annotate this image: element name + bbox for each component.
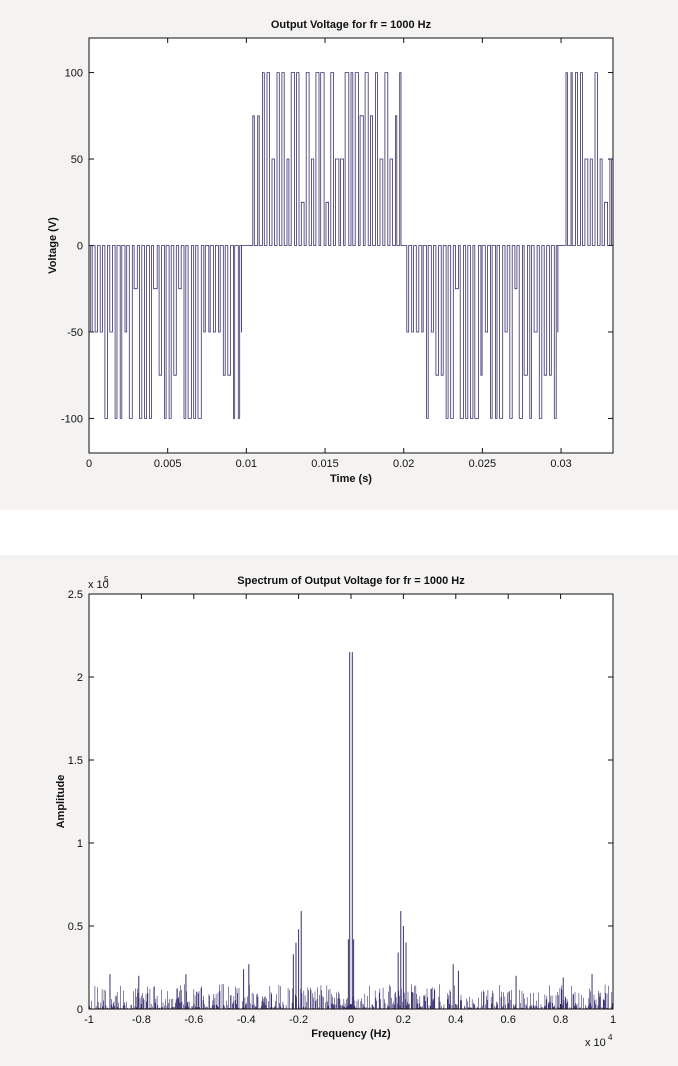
voltage-x-tick-label: 0.005 [154, 458, 182, 470]
spectrum-x-tick-label: 0.8 [553, 1014, 568, 1026]
spectrum-x-multiplier: x 10 [585, 1037, 606, 1049]
spectrum-chart-title: Spectrum of Output Voltage for fr = 1000… [237, 575, 465, 587]
spectrum-y-multiplier-exp: 5 [104, 575, 109, 584]
voltage-x-tick-label: 0.015 [311, 458, 339, 470]
spectrum-y-tick-label: 2 [77, 672, 83, 684]
spectrum-x-axis-label: Frequency (Hz) [311, 1028, 391, 1040]
voltage-x-tick-label: 0 [86, 458, 92, 470]
spectrum-plot-area [89, 594, 613, 1009]
spectrum-x-tick-label: 1 [610, 1014, 616, 1026]
spectrum-y-tick-label: 0 [77, 1004, 83, 1016]
voltage-chart: 0 0.005 0.01 0.015 0.02 0.025 0.03 -100 -50 0 50 10… [47, 19, 614, 485]
spectrum-y-tick-label: 0.5 [68, 921, 83, 933]
spectrum-x-tick-label: -1 [84, 1014, 94, 1026]
spectrum-figure: -1 -0.8 -0.6 -0.4 -0.2 0 0.2 0.4 0.6 0.8 1 0 0.5 1 1.5… [0, 555, 678, 1066]
spectrum-x-tick-label: -0.6 [184, 1014, 203, 1026]
voltage-y-tick-label: -50 [67, 327, 83, 339]
spectrum-x-tick-label: 0 [348, 1014, 354, 1026]
voltage-x-tick-label: 0.01 [236, 458, 257, 470]
voltage-axes-frame [88, 37, 614, 454]
voltage-y-tick-label: 50 [71, 154, 83, 166]
spectrum-x-tick-label: -0.2 [289, 1014, 308, 1026]
voltage-y-axis-label: Voltage (V) [47, 217, 59, 274]
voltage-x-tick-label: 0.025 [469, 458, 497, 470]
spectrum-x-tick-label: -0.4 [237, 1014, 256, 1026]
voltage-x-tick-label: 0.03 [550, 458, 571, 470]
spectrum-y-tick-label: 1 [77, 838, 83, 850]
spectrum-x-multiplier-exp: 4 [608, 1033, 613, 1042]
voltage-x-axis-label: Time (s) [330, 473, 372, 485]
spectrum-y-tick-label: 2.5 [68, 589, 83, 601]
voltage-y-tick-label: 0 [77, 241, 83, 253]
spectrum-x-tick-label: 0.6 [501, 1014, 516, 1026]
voltage-x-tick-label: 0.02 [393, 458, 414, 470]
spectrum-y-tick-label: 1.5 [68, 755, 83, 767]
spectrum-axes-frame [88, 593, 614, 1010]
voltage-y-tick-label: -100 [61, 413, 83, 425]
spectrum-x-tick-label: 0.4 [448, 1014, 463, 1026]
spectrum-chart: -1 -0.8 -0.6 -0.4 -0.2 0 0.2 0.4 0.6 0.8 1 0 0.5 1 1.5… [55, 575, 616, 1049]
voltage-series-line [89, 72, 613, 419]
spectrum-y-multiplier: x 10 [88, 579, 109, 591]
voltage-figure: 0 0.005 0.01 0.015 0.02 0.025 0.03 -100 -50 0 50 10… [0, 0, 678, 510]
spectrum-x-tick-label: -0.8 [132, 1014, 151, 1026]
voltage-chart-title: Output Voltage for fr = 1000 Hz [271, 19, 432, 31]
spectrum-x-tick-label: 0.2 [396, 1014, 411, 1026]
spectrum-y-axis-label: Amplitude [55, 775, 67, 829]
voltage-y-tick-label: 100 [65, 68, 83, 80]
